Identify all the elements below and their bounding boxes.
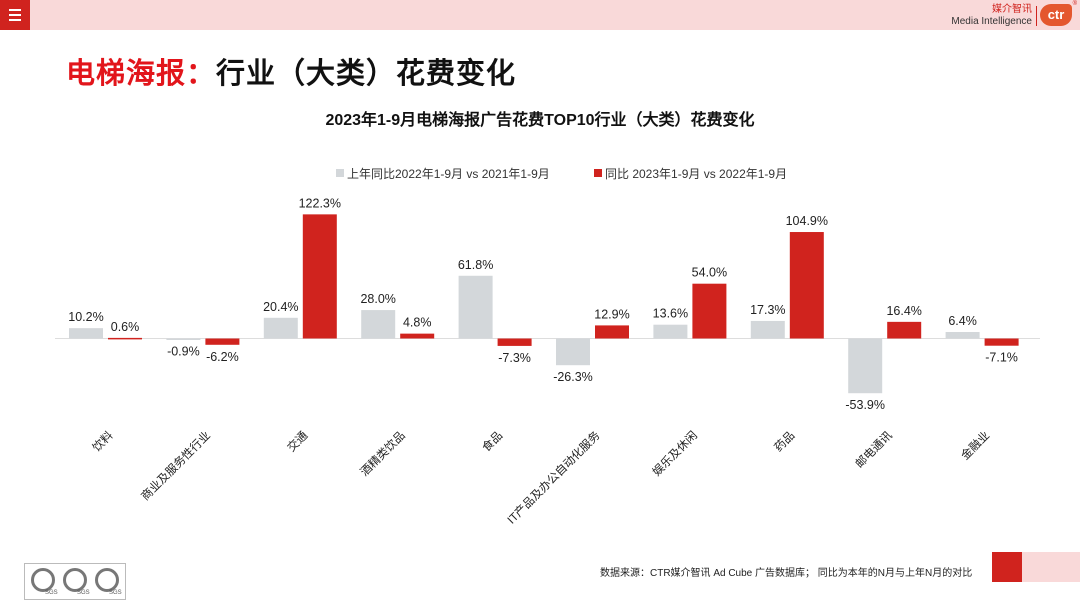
brand-cn: 媒介智讯 xyxy=(992,4,1032,15)
x-tick-label: 药品 xyxy=(772,429,797,454)
data-label: 122.3% xyxy=(299,196,341,210)
data-label: 28.0% xyxy=(360,292,395,306)
data-label: 61.8% xyxy=(458,258,493,272)
sgs-label: SGS xyxy=(77,590,90,596)
bar-prev-year xyxy=(458,275,493,339)
bar-chart: 2023年1-9月电梯海报广告花费TOP10行业（大类）花费变化上年同比2022… xyxy=(55,110,1040,527)
bar-current-year xyxy=(205,338,240,345)
x-tick-label: 交通 xyxy=(284,428,311,455)
page-title: 电梯海报：行业（大类）花费变化 xyxy=(66,50,516,92)
data-label: 104.9% xyxy=(786,214,828,228)
top-bar xyxy=(0,0,1080,30)
brand: 媒介智讯 Media Intelligence xyxy=(951,4,1032,28)
bar-current-year xyxy=(789,232,824,339)
bar-current-year xyxy=(984,338,1019,346)
bar-prev-year xyxy=(263,317,298,339)
brand-divider xyxy=(1036,6,1037,26)
data-label: -7.1% xyxy=(985,351,1018,365)
x-tick-label: 酒精类饮品 xyxy=(357,428,408,479)
x-tick-label: 饮料 xyxy=(89,428,116,455)
page-title-red: 电梯海报： xyxy=(66,58,217,90)
x-tick-label: 邮电通讯 xyxy=(853,429,895,471)
ctr-logo: ctr xyxy=(1040,4,1072,26)
data-label: 6.4% xyxy=(948,314,977,328)
legend-swatch xyxy=(336,169,344,177)
chart-title: 2023年1-9月电梯海报广告花费TOP10行业（大类）花费变化 xyxy=(325,110,754,129)
certification-badges: SGS SGS SGS xyxy=(24,563,126,600)
bar-prev-year xyxy=(361,310,396,339)
bar-current-year xyxy=(887,321,922,339)
sgs-label: SGS xyxy=(45,590,58,596)
data-label: 54.0% xyxy=(692,266,727,280)
data-label: 13.6% xyxy=(653,307,688,321)
data-label: 4.8% xyxy=(403,316,432,330)
bar-current-year xyxy=(400,333,435,339)
bar-prev-year xyxy=(69,328,103,339)
data-label: 10.2% xyxy=(68,310,103,324)
bar-prev-year xyxy=(166,338,201,340)
sgs-badge-icon xyxy=(63,568,87,592)
registered-mark: ® xyxy=(1072,1,1077,7)
bar-prev-year xyxy=(653,324,688,339)
menu-icon[interactable] xyxy=(0,0,30,30)
data-label: -26.3% xyxy=(553,370,593,384)
bar-current-year xyxy=(302,214,337,339)
sgs-badge-icon xyxy=(31,568,55,592)
data-label: 0.6% xyxy=(111,320,140,334)
legend-swatch xyxy=(594,169,602,177)
data-label: 12.9% xyxy=(594,307,629,321)
x-tick-label: 娱乐及休闲 xyxy=(649,428,700,479)
legend-label: 上年同比2022年1-9月 vs 2021年1-9月 xyxy=(347,167,550,181)
x-tick-label: IT产品及办公自动化服务 xyxy=(504,428,603,527)
bar-prev-year xyxy=(556,338,590,366)
data-label: 20.4% xyxy=(263,300,298,314)
bar-current-year xyxy=(497,338,532,346)
bar-prev-year xyxy=(750,320,785,339)
x-tick-label: 商业及服务性行业 xyxy=(138,428,213,503)
data-label: 17.3% xyxy=(750,303,785,317)
bar-current-year xyxy=(692,283,727,339)
sgs-badge-icon xyxy=(95,568,119,592)
data-source-note: 数据来源：CTR媒介智讯 Ad Cube 广告数据库； 同比为本年的N月与上年N… xyxy=(600,568,973,579)
page-title-black: 行业（大类）花费变化 xyxy=(216,58,517,90)
x-tick-label: 金融业 xyxy=(958,428,992,462)
bar-prev-year xyxy=(945,332,980,339)
legend-label: 同比 2023年1-9月 vs 2022年1-9月 xyxy=(605,167,787,181)
data-label: -6.2% xyxy=(206,350,239,364)
bar-prev-year xyxy=(848,338,883,394)
data-label: 16.4% xyxy=(886,304,921,318)
bar-current-year xyxy=(108,337,142,340)
bar-current-year xyxy=(595,325,629,339)
data-label: -0.9% xyxy=(167,344,200,358)
data-label: -53.9% xyxy=(845,398,885,412)
x-tick-label: 食品 xyxy=(479,428,505,454)
data-label: -7.3% xyxy=(498,351,531,365)
footer-accent xyxy=(992,552,1022,582)
sgs-label: SGS xyxy=(109,590,122,596)
brand-en: Media Intelligence xyxy=(951,16,1032,27)
